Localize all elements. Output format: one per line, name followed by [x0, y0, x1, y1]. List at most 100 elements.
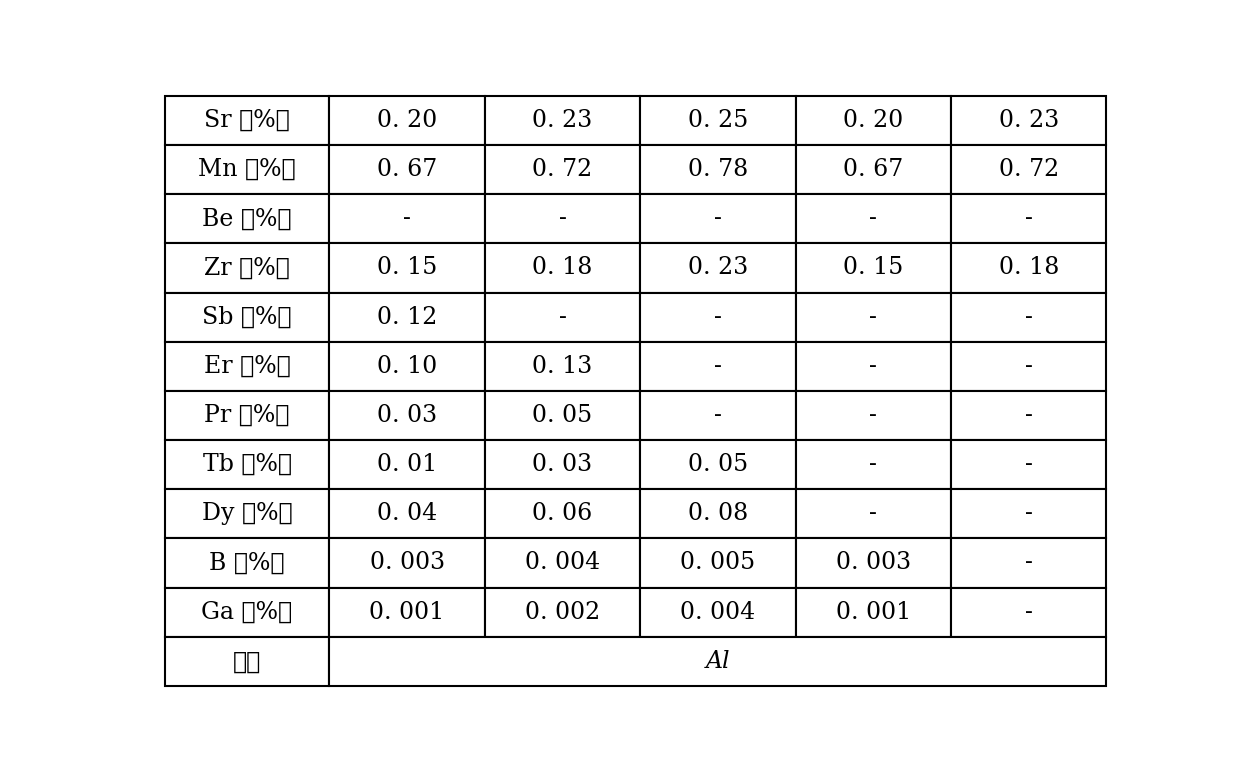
Text: 0. 001: 0. 001	[370, 601, 445, 624]
Bar	[951, 587, 1106, 637]
Bar	[951, 440, 1106, 489]
Text: -: -	[558, 207, 567, 231]
Bar	[951, 145, 1106, 194]
Text: -: -	[1024, 354, 1033, 378]
Bar	[951, 293, 1106, 341]
Text: 0. 03: 0. 03	[532, 453, 593, 476]
Text: 0. 15: 0. 15	[377, 256, 438, 279]
Bar	[165, 341, 330, 391]
Text: -: -	[558, 306, 567, 329]
Bar	[330, 341, 485, 391]
Text: Zr （%）: Zr （%）	[205, 256, 290, 279]
Text: Al: Al	[706, 650, 730, 673]
Bar	[165, 145, 330, 194]
Text: 0. 005: 0. 005	[681, 551, 755, 574]
Bar	[330, 489, 485, 539]
Text: 0. 23: 0. 23	[532, 109, 593, 132]
Text: -: -	[714, 207, 722, 231]
Text: 0. 13: 0. 13	[532, 354, 593, 378]
Bar	[330, 194, 485, 243]
Text: 0. 15: 0. 15	[843, 256, 904, 279]
Bar	[165, 391, 330, 440]
Text: -: -	[403, 207, 410, 231]
Text: -: -	[714, 354, 722, 378]
Bar	[330, 440, 485, 489]
Bar	[951, 243, 1106, 293]
Bar	[485, 489, 640, 539]
Bar	[165, 489, 330, 539]
Bar	[165, 96, 330, 145]
Text: 0. 67: 0. 67	[377, 158, 438, 181]
Bar	[485, 587, 640, 637]
Text: Sr （%）: Sr （%）	[205, 109, 290, 132]
Bar	[640, 489, 796, 539]
Text: 0. 001: 0. 001	[836, 601, 911, 624]
Bar	[640, 293, 796, 341]
Text: -: -	[869, 453, 877, 476]
Text: 0. 002: 0. 002	[525, 601, 600, 624]
Text: 0. 72: 0. 72	[998, 158, 1059, 181]
Text: Sb （%）: Sb （%）	[202, 306, 291, 329]
Text: -: -	[869, 502, 877, 526]
Text: Dy （%）: Dy （%）	[202, 502, 293, 526]
Text: -: -	[714, 306, 722, 329]
Text: 0. 67: 0. 67	[843, 158, 904, 181]
Bar	[640, 587, 796, 637]
Text: 0. 003: 0. 003	[836, 551, 911, 574]
Bar	[640, 539, 796, 587]
Text: Tb （%）: Tb （%）	[202, 453, 291, 476]
Bar	[485, 341, 640, 391]
Text: 0. 18: 0. 18	[532, 256, 593, 279]
Bar	[485, 293, 640, 341]
Bar	[485, 194, 640, 243]
Text: 0. 23: 0. 23	[688, 256, 748, 279]
Bar	[485, 440, 640, 489]
Text: 0. 10: 0. 10	[377, 354, 438, 378]
Bar	[951, 391, 1106, 440]
Text: 0. 23: 0. 23	[998, 109, 1059, 132]
Text: 0. 05: 0. 05	[532, 404, 593, 427]
Bar	[796, 96, 951, 145]
Bar	[640, 341, 796, 391]
Bar	[796, 440, 951, 489]
Bar	[485, 539, 640, 587]
Text: 0. 04: 0. 04	[377, 502, 438, 526]
Text: -: -	[1024, 207, 1033, 231]
Bar	[330, 587, 485, 637]
Bar	[796, 539, 951, 587]
Text: 0. 004: 0. 004	[525, 551, 600, 574]
Bar	[165, 194, 330, 243]
Text: -: -	[1024, 404, 1033, 427]
Bar	[165, 539, 330, 587]
Bar	[330, 243, 485, 293]
Text: -: -	[1024, 306, 1033, 329]
Text: 0. 08: 0. 08	[688, 502, 748, 526]
Bar	[165, 587, 330, 637]
Text: B （%）: B （%）	[210, 551, 285, 574]
Bar	[330, 96, 485, 145]
Text: 余量: 余量	[233, 649, 262, 673]
Text: -: -	[1024, 502, 1033, 526]
Bar	[951, 489, 1106, 539]
Bar	[796, 587, 951, 637]
Text: -: -	[1024, 551, 1033, 574]
Bar	[951, 341, 1106, 391]
Bar	[640, 194, 796, 243]
Bar	[485, 145, 640, 194]
Bar	[796, 194, 951, 243]
Bar	[330, 293, 485, 341]
Bar	[796, 293, 951, 341]
Bar	[951, 96, 1106, 145]
Text: 0. 20: 0. 20	[843, 109, 904, 132]
Bar	[796, 341, 951, 391]
Bar	[165, 440, 330, 489]
Bar	[330, 391, 485, 440]
Text: Be （%）: Be （%）	[202, 207, 291, 231]
Text: 0. 01: 0. 01	[377, 453, 438, 476]
Bar	[330, 637, 1106, 686]
Bar	[165, 637, 330, 686]
Text: -: -	[714, 404, 722, 427]
Bar	[640, 145, 796, 194]
Text: Ga （%）: Ga （%）	[201, 601, 293, 624]
Text: -: -	[1024, 601, 1033, 624]
